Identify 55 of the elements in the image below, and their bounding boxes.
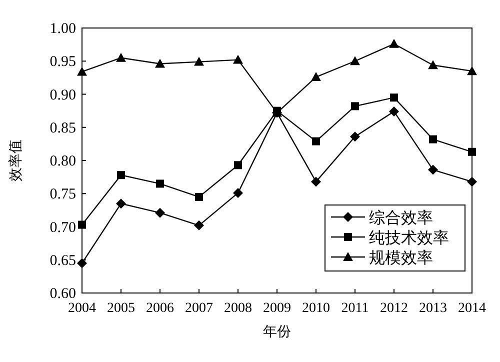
- point: [155, 208, 165, 218]
- point: [468, 148, 476, 156]
- x-tick-label: 2014: [458, 301, 486, 316]
- point: [117, 171, 125, 180]
- x-axis-title: 年份: [263, 324, 291, 340]
- x-tick-label: 2007: [185, 301, 213, 316]
- legend-label: 规模效率: [369, 248, 433, 267]
- point: [350, 132, 360, 142]
- x-tick-label: 2011: [341, 301, 369, 316]
- y-tick-label: 1.00: [50, 21, 76, 37]
- y-axis-title: 效率值: [8, 140, 24, 182]
- point: [311, 176, 321, 187]
- point: [233, 188, 243, 198]
- point: [312, 137, 320, 146]
- y-tick-label: 0.60: [50, 286, 76, 302]
- point: [311, 72, 321, 82]
- y-tick-label: 0.80: [50, 154, 76, 170]
- y-tick-label: 0.90: [50, 87, 76, 104]
- point: [233, 54, 243, 64]
- y-tick-label: 0.85: [50, 120, 76, 136]
- legend-label: 综合效率: [369, 208, 433, 227]
- y-tick-label: 0.75: [50, 186, 76, 203]
- point: [116, 52, 126, 62]
- point: [351, 102, 359, 110]
- point: [428, 164, 438, 175]
- point: [389, 38, 399, 48]
- point: [194, 56, 204, 66]
- point: [389, 106, 399, 116]
- point: [429, 135, 437, 144]
- x-tick-label: 2012: [380, 301, 408, 316]
- y-tick-label: 0.70: [50, 220, 76, 236]
- x-tick-label: 2013: [419, 301, 447, 316]
- point: [234, 161, 242, 170]
- point: [467, 66, 477, 76]
- y-tick-label: 0.95: [50, 54, 76, 70]
- x-tick-label: 2006: [146, 301, 174, 316]
- point: [78, 220, 86, 229]
- point: [116, 198, 126, 209]
- point: [428, 60, 438, 70]
- point: [467, 176, 477, 187]
- point: [155, 58, 165, 68]
- point: [195, 192, 203, 201]
- x-tick-label: 2009: [263, 301, 291, 316]
- x-tick-label: 2005: [107, 301, 135, 316]
- point: [77, 66, 87, 76]
- y-tick-label: 0.65: [50, 252, 76, 269]
- point: [77, 258, 87, 268]
- point: [390, 94, 398, 102]
- x-tick-label: 2010: [302, 301, 330, 316]
- point: [156, 180, 164, 188]
- x-tick-label: 2004: [68, 301, 96, 316]
- point: [194, 220, 204, 230]
- legend-label: 纯技术效率: [369, 228, 449, 247]
- x-tick-label: 2008: [224, 301, 252, 316]
- point: [350, 56, 360, 66]
